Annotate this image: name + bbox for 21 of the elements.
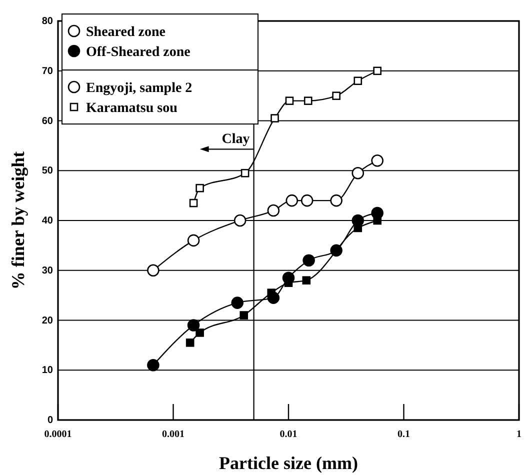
- x-tick-label: 1: [516, 429, 522, 440]
- x-axis-title: Particle size (mm): [219, 453, 358, 473]
- y-tick-label: 30: [42, 265, 54, 276]
- y-tick-label: 10: [42, 365, 54, 376]
- y-tick-label: 20: [42, 315, 54, 326]
- y-tick-label: 80: [42, 16, 54, 27]
- ref-line-label: Clay: [222, 132, 250, 148]
- y-tick-label: 70: [42, 66, 54, 77]
- x-tick-label: 0.0001: [44, 429, 72, 440]
- legend-label: Off-Sheared zone: [86, 45, 190, 60]
- y-axis-title: % finer by weight: [8, 151, 28, 290]
- x-tick-label: 0.001: [162, 429, 184, 440]
- legend-label: Engyoji, sample 2: [86, 81, 192, 96]
- y-tick-label: 0: [47, 415, 54, 426]
- annotation: Sheared zone: [86, 25, 166, 40]
- y-tick-label: 40: [42, 216, 54, 226]
- legend-label: Karamatsu sou: [86, 101, 178, 116]
- x-tick-label: 0.01: [280, 429, 298, 440]
- x-tick-label: 0.1: [398, 429, 410, 440]
- y-tick-label: 60: [42, 116, 54, 127]
- y-tick-label: 50: [42, 166, 54, 177]
